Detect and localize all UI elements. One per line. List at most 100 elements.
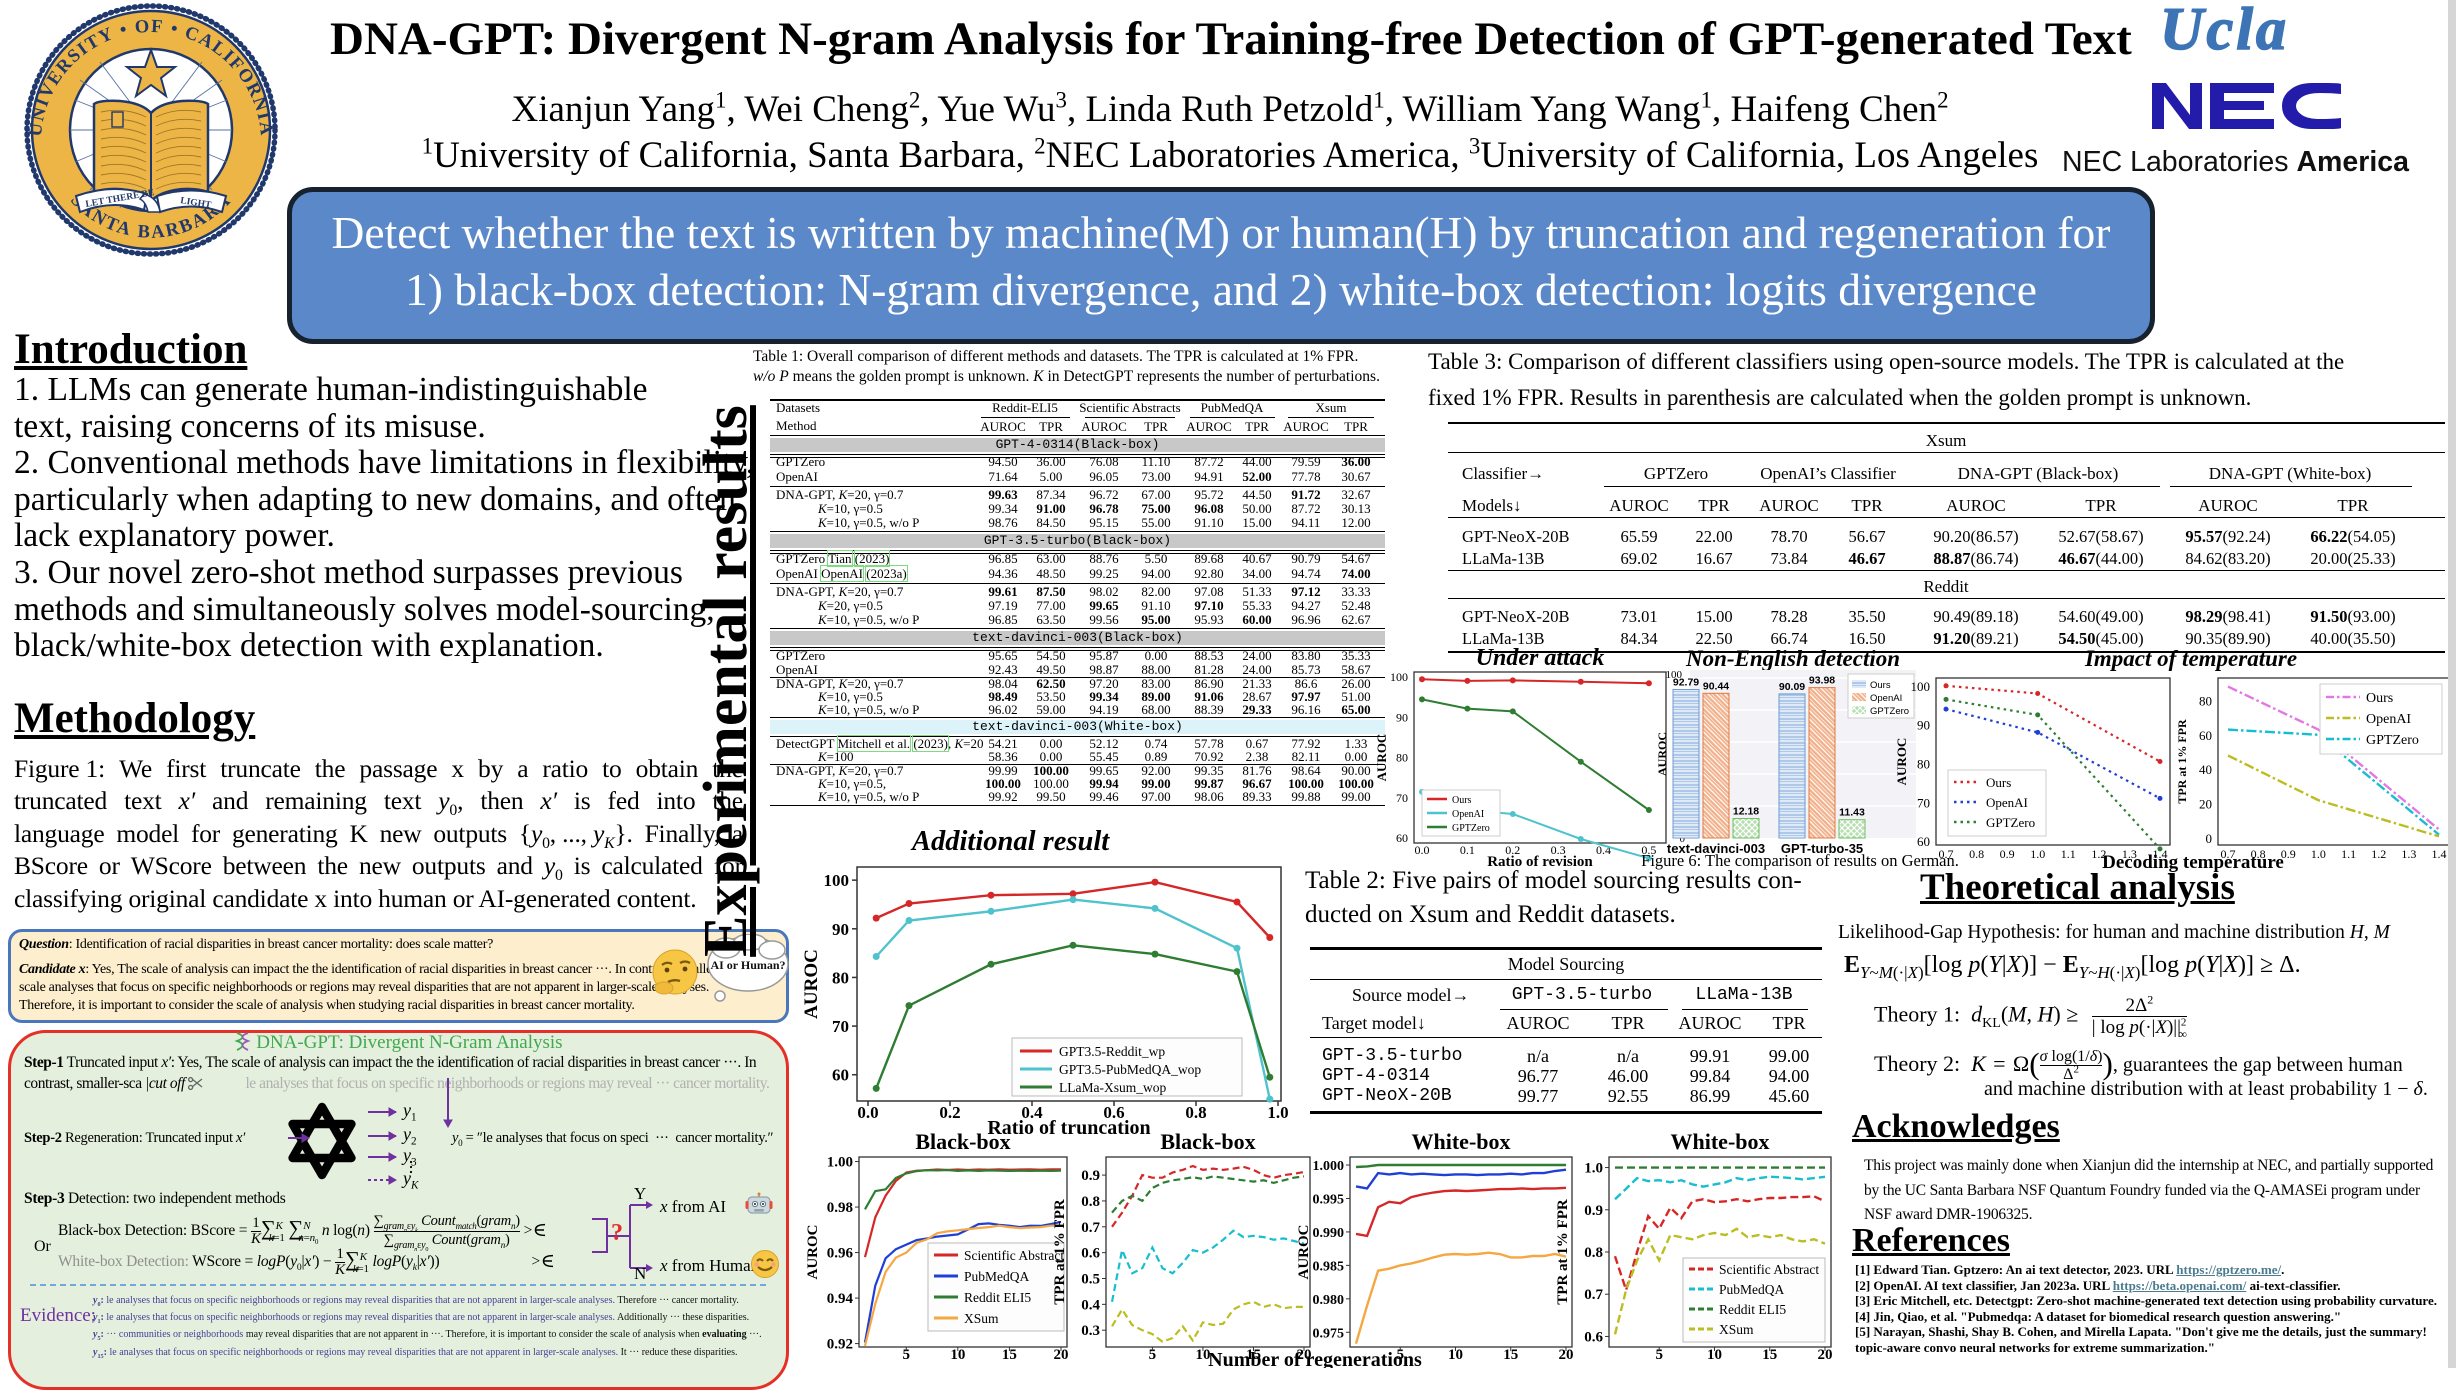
svg-text:GPTZero: GPTZero — [1986, 815, 2035, 830]
svg-text:0.96: 0.96 — [827, 1246, 854, 1262]
svg-text:AUROC: AUROC — [1296, 1225, 1312, 1280]
svg-text:0.8: 0.8 — [1081, 1194, 1100, 1210]
svg-text:LIGHT: LIGHT — [180, 196, 213, 211]
svg-text:20: 20 — [1054, 1347, 1069, 1363]
svg-text:Ours: Ours — [1986, 775, 2011, 790]
svg-text:TPR at 1% FPR: TPR at 1% FPR — [1052, 1199, 1068, 1305]
svg-text:1.2: 1.2 — [2091, 847, 2106, 861]
svg-text:0.9: 0.9 — [1081, 1168, 1100, 1184]
svg-text:0.9: 0.9 — [1584, 1203, 1603, 1219]
svg-text:40: 40 — [2199, 762, 2212, 777]
svg-text:1.3: 1.3 — [2122, 847, 2137, 861]
svg-text:Ours: Ours — [2366, 691, 2393, 706]
svg-text:0.98: 0.98 — [827, 1200, 853, 1216]
svg-text:60: 60 — [1917, 834, 1930, 849]
svg-text:0.92: 0.92 — [827, 1337, 853, 1353]
svg-text:AUROC: AUROC — [1655, 732, 1669, 776]
svg-text:Decoding temperature: Decoding temperature — [2102, 852, 2284, 873]
svg-text:70: 70 — [1917, 795, 1930, 810]
svg-text:TPR at 1% FPR: TPR at 1% FPR — [1555, 1199, 1571, 1305]
svg-text:PubMedQA: PubMedQA — [1719, 1282, 1785, 1297]
svg-text:OpenAI: OpenAI — [2366, 712, 2411, 727]
svg-text:AUROC: AUROC — [805, 1225, 821, 1280]
svg-text:70: 70 — [832, 1017, 849, 1036]
svg-text:60: 60 — [1396, 831, 1408, 845]
svg-text:0.6: 0.6 — [1081, 1246, 1100, 1262]
svg-text:AUROC: AUROC — [1374, 734, 1389, 782]
svg-text:0.94: 0.94 — [827, 1291, 854, 1307]
svg-text:90.09: 90.09 — [1779, 681, 1805, 693]
svg-text:0.995: 0.995 — [1313, 1192, 1345, 1207]
svg-text:AUROC: AUROC — [801, 949, 822, 1019]
svg-text:GPTZero: GPTZero — [1870, 706, 1909, 717]
svg-text:10: 10 — [1195, 1347, 1210, 1363]
svg-text:0.8: 0.8 — [1185, 1103, 1206, 1122]
svg-text:1.4: 1.4 — [2432, 847, 2447, 861]
svg-text:0.4: 0.4 — [1081, 1297, 1100, 1313]
svg-text:0.7: 0.7 — [1081, 1220, 1100, 1236]
svg-text:0.6: 0.6 — [1584, 1329, 1603, 1345]
svg-text:0.5: 0.5 — [1641, 843, 1656, 857]
svg-text:Reddit ELI5: Reddit ELI5 — [964, 1290, 1031, 1305]
svg-text:15: 15 — [1002, 1347, 1017, 1363]
svg-text:0.8: 0.8 — [1969, 847, 1984, 861]
svg-text:GPTZero: GPTZero — [2366, 733, 2419, 748]
svg-text:20: 20 — [1818, 1347, 1833, 1363]
svg-text:1.0: 1.0 — [1267, 1103, 1288, 1122]
svg-text:1.0: 1.0 — [1584, 1161, 1603, 1177]
svg-text:GPT3.5-Reddit_wp: GPT3.5-Reddit_wp — [1059, 1044, 1165, 1059]
svg-text:90: 90 — [1917, 718, 1930, 733]
svg-text:80: 80 — [2199, 693, 2212, 708]
svg-text:0.8: 0.8 — [2251, 847, 2266, 861]
svg-text:AUROC: AUROC — [1894, 738, 1909, 786]
svg-text:11.43: 11.43 — [1839, 807, 1865, 819]
svg-text:Ucla: Ucla — [2160, 0, 2286, 62]
svg-text:0.975: 0.975 — [1313, 1326, 1345, 1341]
svg-text:0.7: 0.7 — [1584, 1287, 1603, 1303]
svg-text:0.990: 0.990 — [1313, 1226, 1345, 1241]
svg-text:Black-box: Black-box — [1160, 1129, 1255, 1154]
svg-text:1.2: 1.2 — [2371, 847, 2386, 861]
svg-text:Scientific Abstract: Scientific Abstract — [1719, 1262, 1819, 1277]
svg-text:0.980: 0.980 — [1313, 1293, 1345, 1308]
svg-text:Ratio of revision: Ratio of revision — [1487, 854, 1593, 870]
svg-text:1.0: 1.0 — [2030, 847, 2045, 861]
svg-text:90: 90 — [832, 920, 849, 939]
svg-text:0.3: 0.3 — [1551, 843, 1566, 857]
svg-text:White-box: White-box — [1671, 1129, 1770, 1154]
svg-text:GPT-turbo-35: GPT-turbo-35 — [1781, 841, 1863, 856]
svg-text:0.3: 0.3 — [1081, 1323, 1100, 1339]
svg-text:80: 80 — [1917, 756, 1930, 771]
svg-text:OpenAI: OpenAI — [1452, 809, 1484, 820]
svg-text:70: 70 — [1396, 791, 1408, 805]
svg-text:1.0: 1.0 — [2311, 847, 2326, 861]
svg-text:TPR at 1% FPR: TPR at 1% FPR — [2175, 719, 2189, 804]
svg-text:Figure 6: The comparison of re: Figure 6: The comparison of results on G… — [1641, 851, 1959, 870]
svg-text:LLaMa-Xsum_wop: LLaMa-Xsum_wop — [1059, 1080, 1166, 1095]
svg-text:5: 5 — [1655, 1347, 1663, 1363]
svg-text:1.4: 1.4 — [2153, 847, 2168, 861]
svg-text:1.1: 1.1 — [2341, 847, 2356, 861]
svg-text:text-davinci-003: text-davinci-003 — [1667, 841, 1765, 856]
svg-text:100: 100 — [1390, 670, 1408, 684]
svg-text:80: 80 — [832, 968, 849, 987]
svg-text:100: 100 — [1911, 679, 1931, 694]
svg-text:Ours: Ours — [1870, 680, 1891, 691]
svg-text:Black-box: Black-box — [915, 1129, 1010, 1154]
svg-text:GPTZero: GPTZero — [1452, 823, 1490, 834]
svg-text:PubMedQA: PubMedQA — [964, 1269, 1030, 1284]
svg-text:0: 0 — [1680, 833, 1686, 845]
svg-text:0.8: 0.8 — [1584, 1245, 1603, 1261]
svg-text:0.7: 0.7 — [1939, 847, 1954, 861]
svg-text:20: 20 — [1297, 1347, 1312, 1363]
svg-text:80: 80 — [1396, 751, 1408, 765]
svg-text:15: 15 — [1246, 1347, 1261, 1363]
svg-text:10: 10 — [1707, 1347, 1722, 1363]
svg-text:20: 20 — [1559, 1347, 1574, 1363]
svg-text:10: 10 — [1448, 1347, 1463, 1363]
svg-text:15: 15 — [1503, 1347, 1518, 1363]
svg-text:Ours: Ours — [1452, 795, 1472, 806]
svg-text:5: 5 — [903, 1347, 911, 1363]
svg-text:0: 0 — [2206, 831, 2213, 846]
svg-text:Number of regenerations: Number of regenerations — [1208, 1349, 1422, 1368]
